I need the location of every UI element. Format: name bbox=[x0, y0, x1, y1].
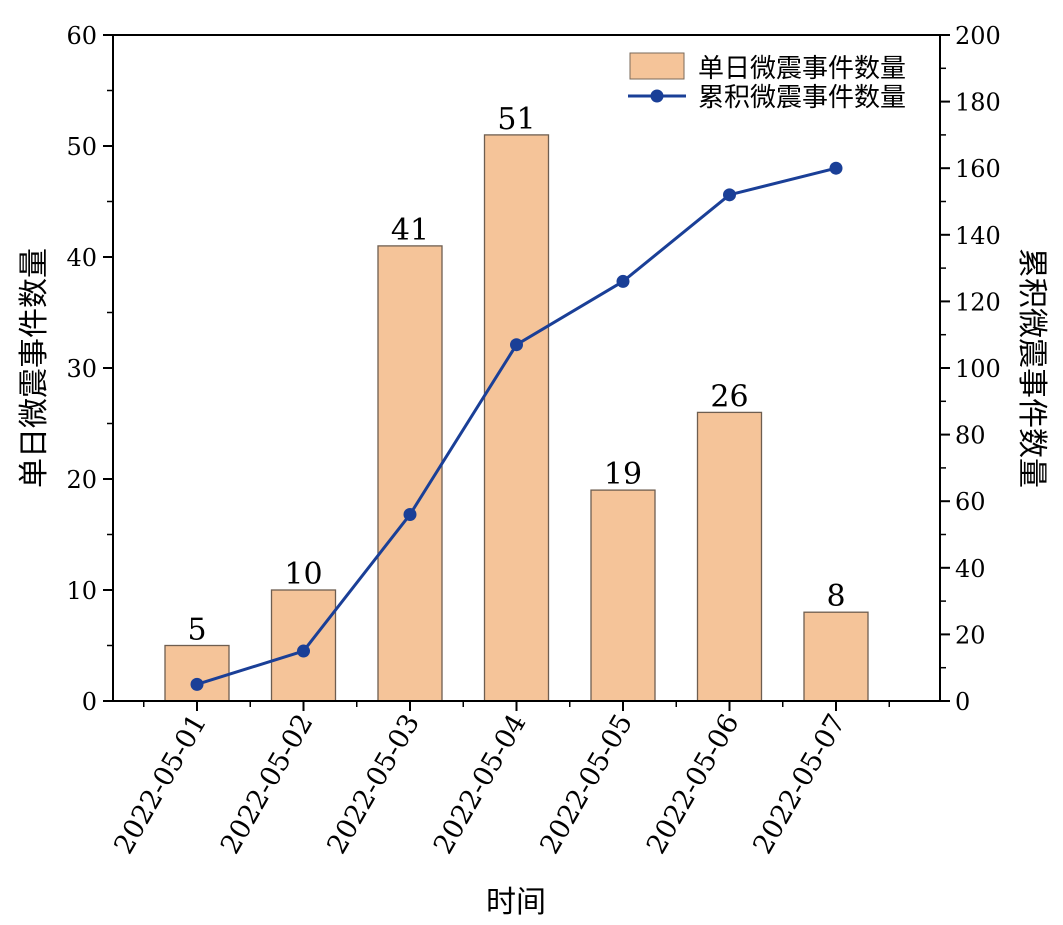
bar-value-label: 8 bbox=[826, 579, 845, 614]
y-right-tick-label: 140 bbox=[955, 222, 1001, 250]
y-left-tick-label: 30 bbox=[66, 355, 97, 383]
y-left-tick-label: 20 bbox=[66, 466, 97, 494]
x-tick-label: 2022-05-03 bbox=[321, 709, 426, 859]
y-left-tick-label: 60 bbox=[66, 22, 97, 50]
y-left-tick-label: 40 bbox=[66, 244, 97, 272]
y-right-tick-label: 0 bbox=[955, 688, 970, 716]
bar-labels-layer: 5 10 41 51 19 26 8 bbox=[187, 102, 845, 648]
x-tick-label: 2022-05-01 bbox=[108, 709, 213, 859]
legend-label-cumulative: 累积微震事件数量 bbox=[698, 83, 906, 113]
x-tick-label: 2022-05-07 bbox=[747, 709, 852, 859]
y-right-tick-label: 160 bbox=[955, 155, 1001, 183]
bars-layer bbox=[164, 134, 869, 702]
bar-value-label: 41 bbox=[391, 213, 429, 248]
y-axis-right-title: 累积微震事件数量 bbox=[1014, 248, 1049, 488]
cumulative-point bbox=[510, 338, 523, 352]
bar-2022-05-04 bbox=[483, 134, 550, 702]
y-left-tick-label: 0 bbox=[82, 688, 97, 716]
y-right-tick-label: 40 bbox=[955, 555, 986, 583]
y-right-tick-label: 120 bbox=[955, 288, 1001, 316]
y-right-tick-label: 180 bbox=[955, 89, 1001, 117]
x-tick-label: 2022-05-06 bbox=[641, 709, 746, 859]
cumulative-point bbox=[723, 188, 736, 202]
y-right-tick-label: 80 bbox=[955, 422, 986, 450]
bar-value-label: 10 bbox=[284, 557, 322, 592]
cumulative-point bbox=[829, 161, 843, 175]
x-tick-label: 2022-05-05 bbox=[534, 709, 639, 859]
y-right-tick-label: 200 bbox=[955, 22, 1001, 50]
y-right-tick-label: 20 bbox=[955, 621, 986, 649]
x-axis-title: 时间 bbox=[486, 885, 546, 920]
legend-swatch-marker bbox=[650, 89, 664, 103]
legend-label-daily: 单日微震事件数量 bbox=[698, 54, 906, 84]
legend-swatch-bar bbox=[629, 52, 685, 80]
y-right-tick-label: 100 bbox=[955, 355, 1001, 383]
cumulative-point bbox=[403, 508, 417, 522]
y-axis-left-title: 单日微震事件数量 bbox=[17, 248, 52, 488]
x-tick-label: 2022-05-02 bbox=[215, 709, 320, 859]
line-layer bbox=[190, 161, 843, 691]
cumulative-point bbox=[297, 644, 310, 658]
bar-value-label: 51 bbox=[497, 102, 535, 137]
bar-2022-05-07 bbox=[803, 611, 869, 702]
bar-2022-05-01 bbox=[164, 644, 230, 702]
legend: 单日微震事件数量 累积微震事件数量 bbox=[628, 52, 906, 113]
x-tick-label: 2022-05-04 bbox=[428, 709, 533, 859]
bar-2022-05-05 bbox=[590, 489, 656, 702]
bar-2022-05-03 bbox=[377, 245, 443, 702]
bar-value-label: 26 bbox=[710, 379, 748, 414]
y-left-tick-label: 50 bbox=[66, 133, 97, 161]
bar-value-label: 19 bbox=[604, 457, 642, 492]
cumulative-point bbox=[616, 274, 630, 288]
y-left-tick-label: 10 bbox=[66, 577, 97, 605]
cumulative-point bbox=[190, 677, 204, 691]
y-right-tick-label: 60 bbox=[955, 488, 986, 516]
bar-value-label: 5 bbox=[187, 613, 206, 648]
bar-2022-05-06 bbox=[696, 411, 763, 702]
